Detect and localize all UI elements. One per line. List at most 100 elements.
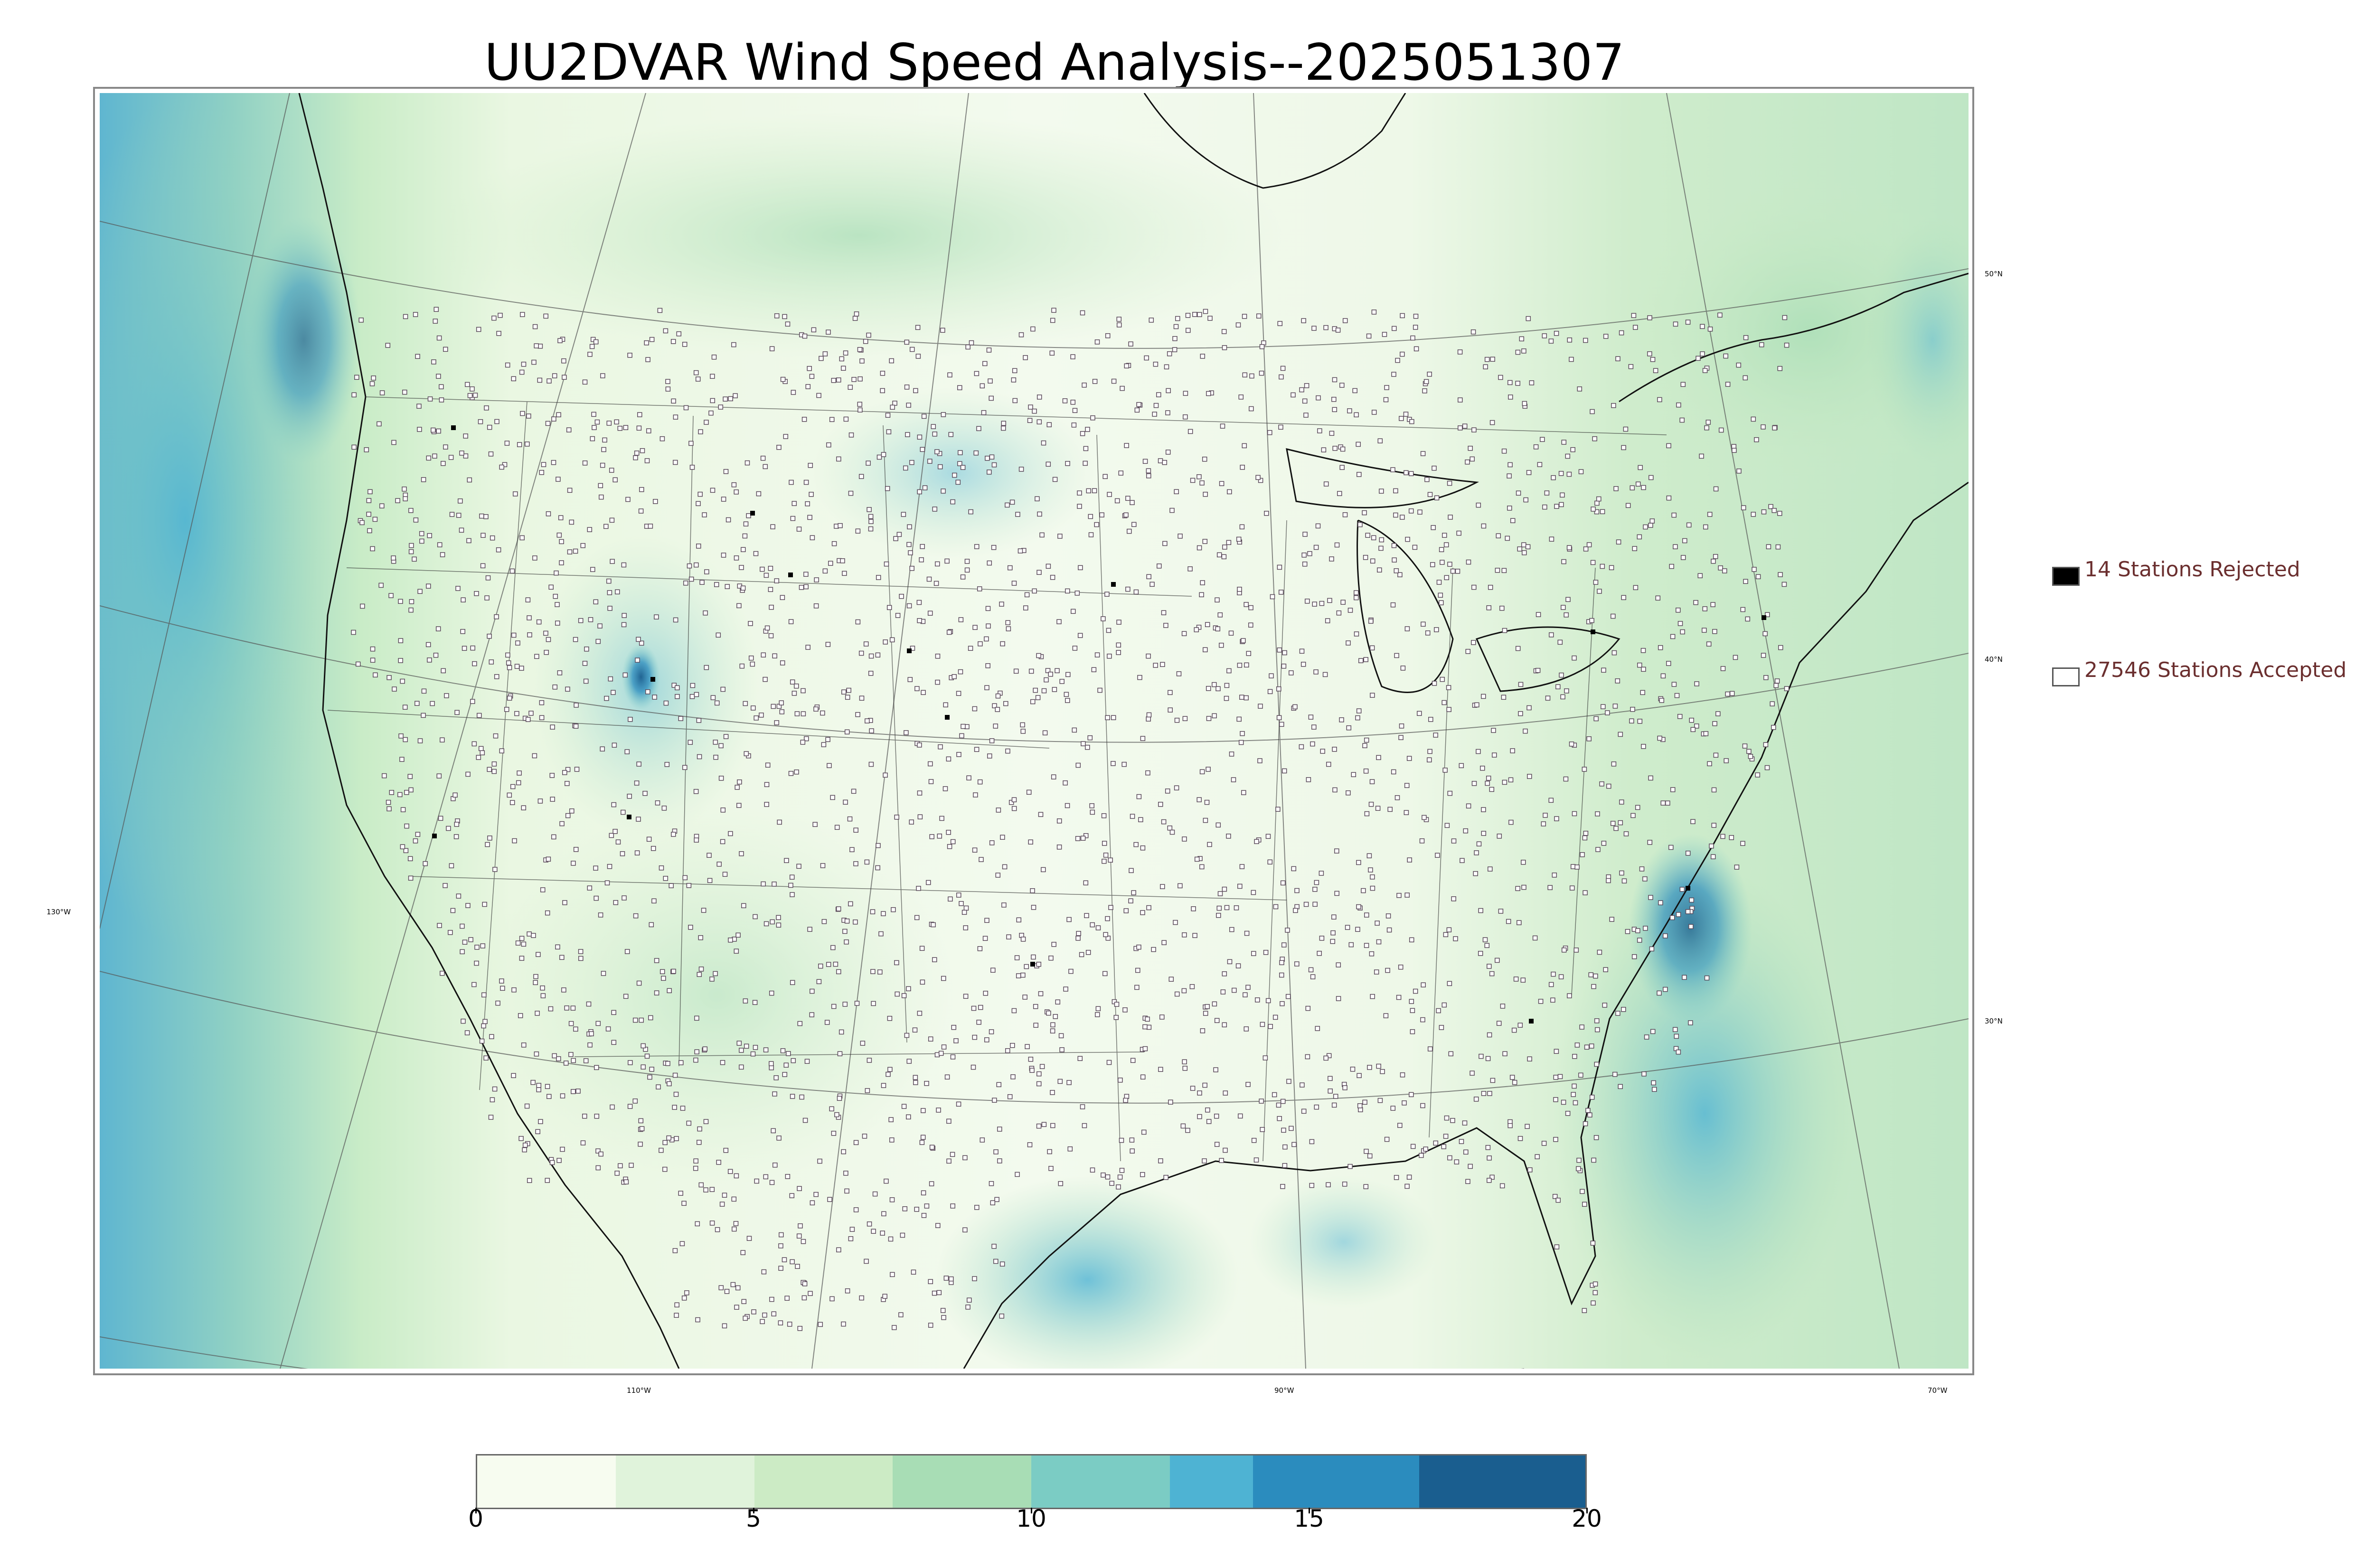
accepted-station-marker	[722, 872, 728, 877]
accepted-station-marker	[1558, 974, 1564, 979]
accepted-station-marker	[522, 1147, 527, 1153]
accepted-station-marker	[827, 763, 832, 768]
accepted-station-marker	[1133, 589, 1139, 595]
accepted-station-marker	[1765, 612, 1770, 618]
accepted-station-marker	[1329, 556, 1334, 562]
accepted-station-marker	[1427, 371, 1432, 377]
accepted-station-marker	[1520, 977, 1526, 983]
accepted-station-marker	[855, 528, 861, 534]
accepted-station-marker	[845, 695, 850, 700]
accepted-station-marker	[1487, 1178, 1492, 1183]
accepted-station-marker	[1267, 430, 1272, 435]
accepted-station-marker	[514, 711, 519, 716]
accepted-station-marker	[771, 1128, 776, 1134]
accepted-station-marker	[1023, 605, 1028, 610]
accepted-station-marker	[1277, 564, 1282, 570]
accepted-station-marker	[944, 558, 950, 564]
accepted-station-marker	[1399, 723, 1404, 729]
labrador-wind	[1866, 216, 1969, 463]
accepted-station-marker	[1387, 807, 1393, 812]
accepted-station-marker	[582, 460, 588, 466]
accepted-station-marker	[734, 1305, 739, 1310]
accepted-station-marker	[926, 576, 932, 582]
accepted-station-marker	[1367, 1065, 1372, 1070]
accepted-station-marker	[582, 379, 588, 385]
accepted-station-marker	[1354, 412, 1359, 418]
accepted-station-marker	[1114, 1002, 1120, 1007]
accepted-station-marker	[1363, 1184, 1369, 1189]
accepted-station-marker	[740, 585, 746, 591]
accepted-station-marker	[1489, 420, 1495, 425]
accepted-station-marker	[825, 642, 831, 647]
accepted-station-marker	[872, 1191, 878, 1197]
accepted-station-marker	[1572, 811, 1577, 817]
accepted-station-marker	[1481, 694, 1486, 699]
accepted-station-marker	[1516, 490, 1521, 496]
accepted-station-marker	[646, 428, 651, 433]
accepted-station-marker	[965, 344, 970, 350]
accepted-station-marker	[1317, 428, 1322, 433]
accepted-station-marker	[1197, 1090, 1202, 1096]
accepted-station-marker	[1434, 495, 1440, 501]
accepted-station-marker	[1003, 701, 1008, 706]
accepted-station-marker	[1671, 682, 1677, 687]
accepted-station-marker	[1294, 888, 1300, 893]
accepted-station-marker	[1300, 662, 1306, 667]
accepted-station-marker	[500, 986, 505, 991]
accepted-station-marker	[471, 741, 477, 747]
accepted-station-marker	[534, 1051, 539, 1057]
accepted-station-marker	[1022, 995, 1027, 1000]
accepted-station-marker	[972, 625, 978, 630]
accepted-station-marker	[636, 425, 642, 431]
accepted-station-marker	[493, 733, 499, 739]
accepted-station-marker	[917, 489, 922, 495]
accepted-station-marker	[1153, 663, 1158, 668]
accepted-station-marker	[1111, 761, 1116, 766]
wind-speed-map[interactable]	[100, 93, 1969, 1369]
accepted-station-marker	[871, 1229, 876, 1234]
accepted-station-marker	[1523, 497, 1528, 503]
accepted-station-marker	[881, 911, 886, 916]
accepted-station-marker	[568, 1021, 574, 1026]
atlantic-wind-field	[1553, 867, 1856, 1361]
accepted-station-marker	[761, 652, 766, 657]
accepted-station-marker	[830, 795, 835, 800]
accepted-station-marker	[492, 1086, 498, 1092]
accepted-station-marker	[1048, 955, 1054, 961]
accepted-station-marker	[1781, 582, 1787, 587]
accepted-station-marker	[1347, 408, 1352, 413]
accepted-station-marker	[1576, 1166, 1581, 1172]
accepted-station-marker	[622, 895, 627, 901]
accepted-station-marker	[1118, 470, 1124, 476]
accepted-station-marker	[1404, 470, 1409, 476]
accepted-station-marker	[1512, 1080, 1517, 1085]
accepted-station-marker	[1221, 554, 1227, 560]
accepted-station-marker	[1583, 890, 1588, 895]
accepted-station-marker	[402, 704, 408, 710]
accepted-station-marker	[1502, 1051, 1507, 1056]
accepted-station-marker	[751, 1309, 756, 1314]
accepted-station-marker	[591, 412, 596, 417]
accepted-station-marker	[1346, 790, 1351, 796]
accepted-station-marker	[659, 969, 665, 975]
accepted-station-marker	[1476, 749, 1481, 754]
gulf-wind-field	[935, 1175, 1239, 1369]
accepted-station-marker	[1167, 351, 1172, 357]
accepted-station-marker	[1482, 937, 1488, 942]
accepted-station-marker	[1241, 638, 1246, 643]
accepted-station-marker	[403, 496, 408, 501]
accepted-station-marker	[958, 617, 964, 622]
accepted-station-marker	[1593, 716, 1599, 722]
accepted-station-marker	[853, 919, 858, 925]
accepted-station-marker	[1725, 691, 1730, 697]
accepted-station-marker	[1223, 1147, 1228, 1153]
accepted-station-marker	[1431, 525, 1436, 530]
accepted-station-marker	[722, 1192, 727, 1198]
accepted-station-marker	[1342, 512, 1348, 517]
accepted-station-marker	[415, 832, 421, 837]
accepted-station-marker	[1089, 803, 1094, 808]
rejected-station-marker	[788, 573, 793, 577]
accepted-station-marker	[1120, 385, 1125, 391]
accepted-station-marker	[1763, 742, 1769, 747]
accepted-station-marker	[649, 337, 655, 342]
